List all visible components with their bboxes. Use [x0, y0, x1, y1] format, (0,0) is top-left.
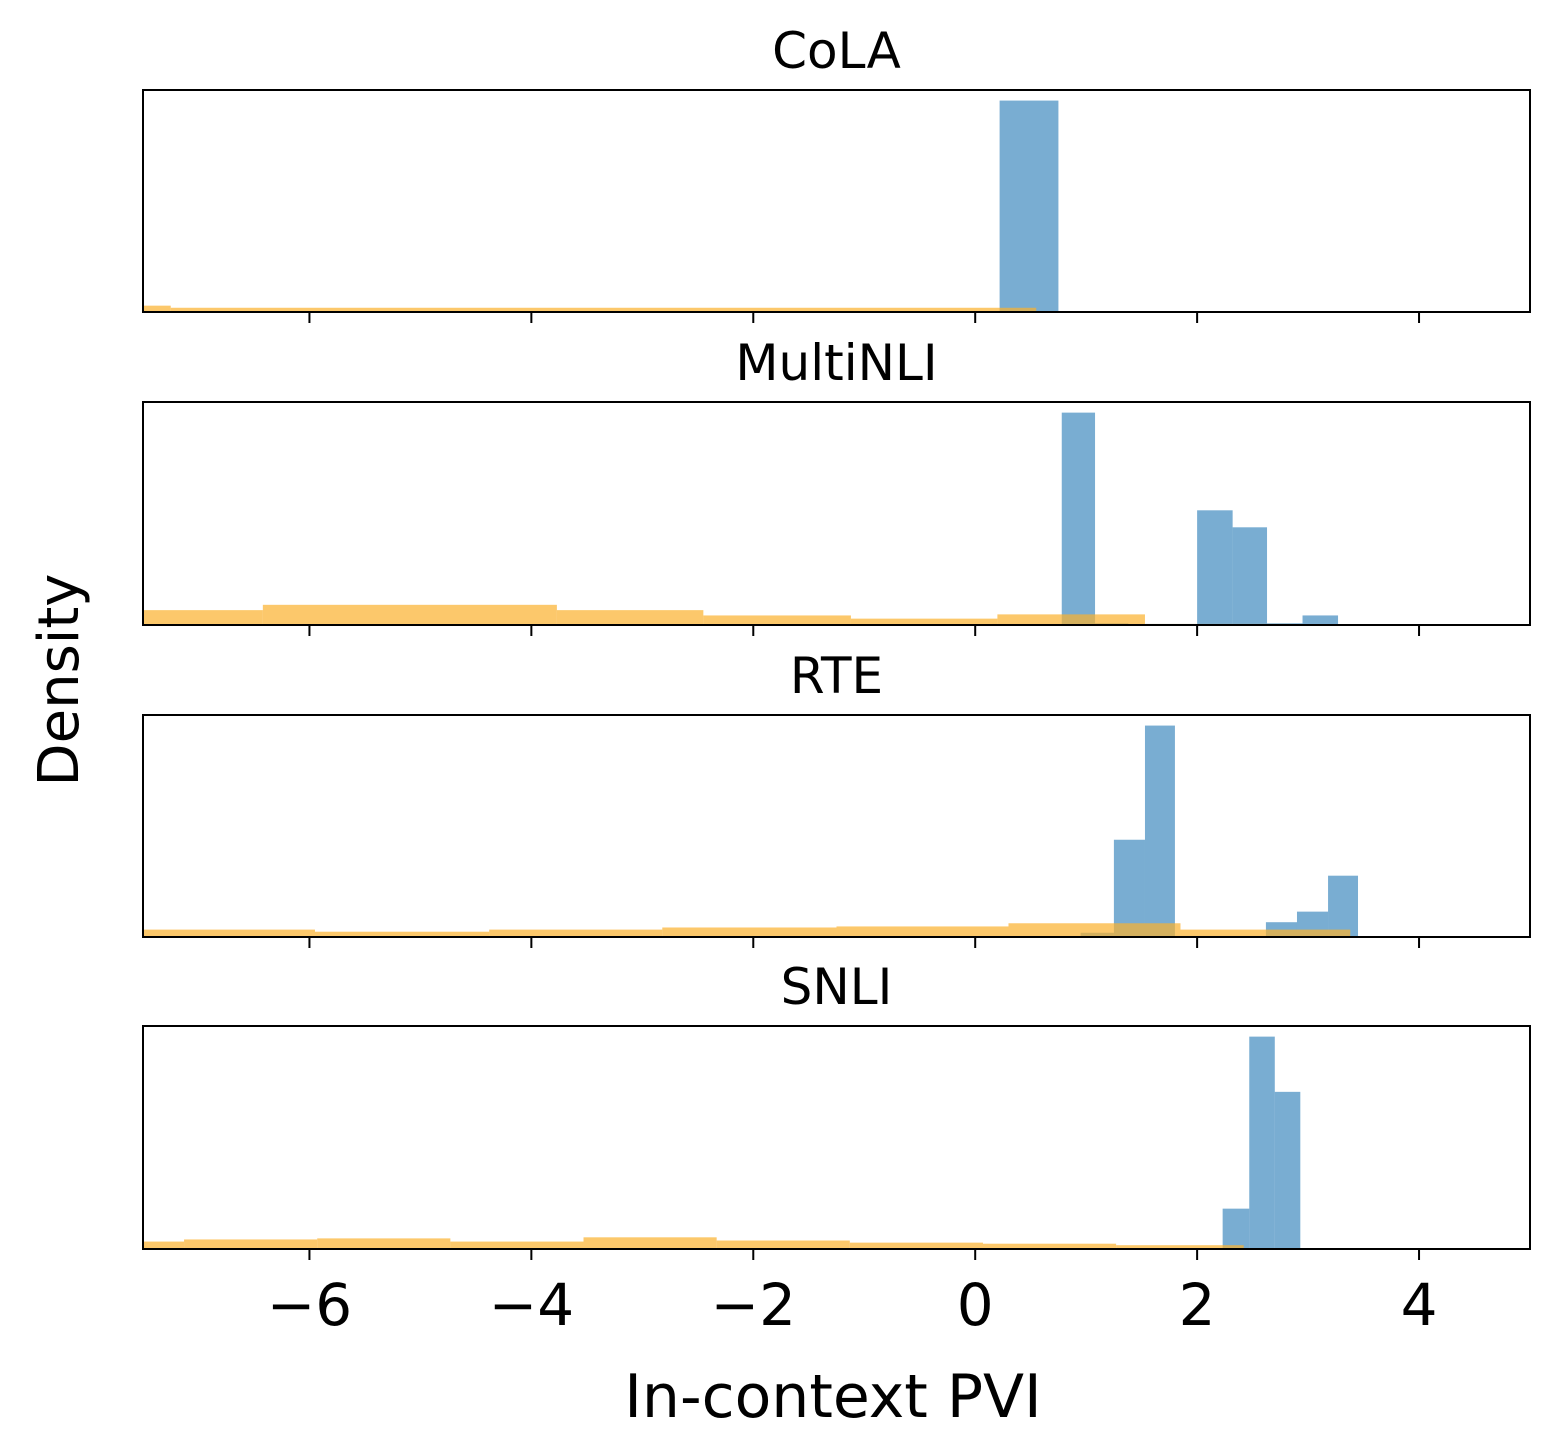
bar-multinli-s1-2 — [556, 610, 704, 625]
panel-title-cola: CoLA — [772, 22, 901, 80]
bar-rte-s1-2 — [489, 929, 663, 937]
bar-cola-s1-1 — [170, 307, 1037, 312]
bar-multinli-s1-3 — [703, 615, 851, 625]
bars-snli — [143, 1036, 1301, 1249]
bar-snli-s1-8 — [1116, 1245, 1244, 1249]
bars-multinli — [143, 412, 1339, 625]
bar-snli-s1-7 — [982, 1243, 1117, 1249]
bars-rte — [143, 725, 1359, 937]
bar-multinli-s0-5 — [1232, 527, 1268, 625]
panel-title-snli: SNLI — [781, 958, 893, 1016]
bar-snli-s1-0 — [143, 1241, 185, 1249]
bar-rte-s0-6 — [1328, 875, 1359, 937]
axes-frame-rte — [142, 714, 1531, 938]
panel-title-rte: RTE — [790, 647, 883, 705]
bar-multinli-s1-0 — [143, 610, 263, 625]
x-tick-label-0: −6 — [267, 1271, 353, 1339]
bar-multinli-s1-4 — [850, 618, 998, 625]
x-tick-label-4: 2 — [1179, 1271, 1216, 1339]
bar-snli-s1-2 — [317, 1238, 451, 1249]
bar-rte-s1-3 — [662, 927, 837, 937]
bar-multinli-s0-7 — [1302, 615, 1339, 625]
axes-frame-snli — [142, 1025, 1531, 1250]
bar-rte-s1-0 — [143, 929, 315, 937]
panel-cola: CoLA — [142, 22, 1531, 323]
bar-snli-s0-2 — [1274, 1091, 1301, 1249]
bar-snli-s1-5 — [716, 1240, 850, 1249]
x-axis-label: In-context PVI — [624, 1362, 1042, 1432]
bar-rte-s0-2 — [1144, 725, 1175, 937]
x-tick-label-1: −4 — [489, 1271, 575, 1339]
bar-rte-s1-5 — [1008, 923, 1181, 937]
x-tick-label-5: 4 — [1401, 1271, 1438, 1339]
bar-rte-s0-1 — [1113, 839, 1145, 937]
panel-multinli: MultiNLI — [142, 334, 1531, 636]
x-tick-label-3: 0 — [957, 1271, 994, 1339]
bar-cola-s1-0 — [143, 305, 171, 312]
bar-rte-s1-6 — [1180, 929, 1351, 937]
y-axis-label: Density — [27, 574, 92, 787]
panel-rte: RTE — [142, 647, 1531, 948]
bar-snli-s1-6 — [849, 1242, 983, 1249]
axes-frame-multinli — [142, 401, 1531, 626]
bar-snli-s1-3 — [450, 1241, 584, 1249]
bar-snli-s1-4 — [583, 1237, 717, 1249]
bar-multinli-s0-4 — [1197, 510, 1233, 625]
panel-snli: −6 −4 −2 0 2 4 SNLI — [142, 958, 1531, 1339]
bar-multinli-s1-1 — [262, 604, 557, 625]
bar-multinli-s1-5 — [997, 614, 1145, 625]
panel-title-multinli: MultiNLI — [735, 334, 937, 392]
bars-cola — [143, 100, 1059, 312]
bar-multinli-s0-1 — [1061, 412, 1096, 625]
bar-snli-s1-1 — [184, 1239, 318, 1249]
panels-group: CoLA MultiNLI RTE −6 −4 −2 0 2 4 SNLI — [142, 22, 1531, 1339]
axes-frame-cola — [142, 89, 1531, 313]
bar-rte-s1-1 — [314, 931, 490, 937]
bar-rte-s1-4 — [836, 926, 1009, 937]
bar-snli-s0-1 — [1249, 1036, 1275, 1249]
bar-cola-s0-0 — [999, 100, 1059, 312]
x-tick-label-2: −2 — [711, 1271, 797, 1339]
bar-snli-s0-0 — [1222, 1208, 1250, 1249]
